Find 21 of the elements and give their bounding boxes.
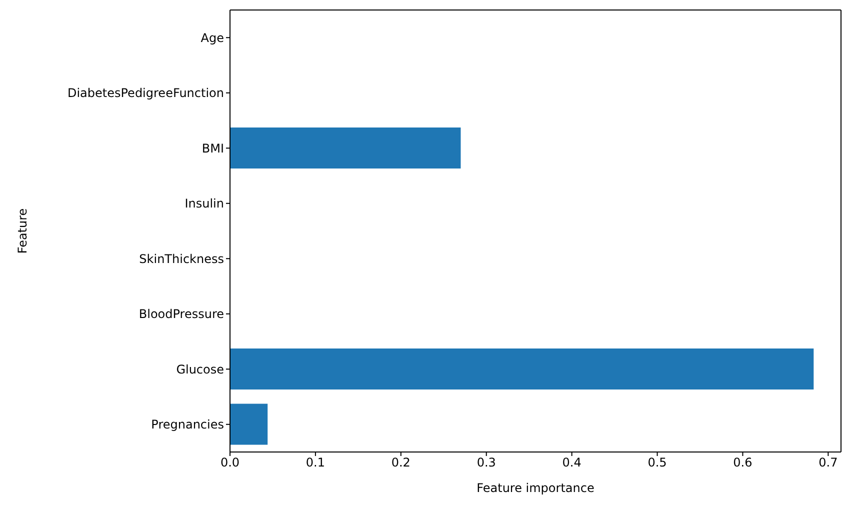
x-tick-label: 0.6 (733, 456, 752, 470)
y-tick-label: Pregnancies (151, 418, 224, 432)
bar (230, 348, 814, 390)
x-tick-label: 0.7 (818, 456, 838, 470)
x-tick-label: 0.1 (306, 456, 325, 470)
x-tick-label: 0.5 (648, 456, 667, 470)
x-tick-label: 0.4 (562, 456, 582, 470)
y-tick-label: Insulin (184, 196, 224, 211)
y-axis-title: Feature (15, 208, 30, 254)
bar (230, 404, 268, 445)
y-tick-label: Glucose (176, 362, 224, 376)
bar (230, 128, 461, 168)
y-tick-label: BMI (202, 141, 224, 156)
x-tick-label: 0.0 (220, 456, 240, 470)
x-axis-title: Feature importance (476, 481, 594, 495)
y-tick-label: BloodPressure (138, 307, 224, 322)
x-tick-label: 0.3 (476, 456, 496, 470)
y-tick-label: Age (200, 30, 224, 45)
x-tick-label: 0.2 (391, 456, 410, 470)
y-tick-label: SkinThickness (139, 252, 224, 266)
y-tick-label: DiabetesPedigreeFunction (67, 86, 224, 100)
